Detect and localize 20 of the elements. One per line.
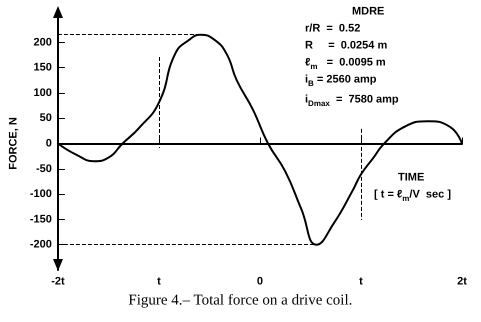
y-tick-label: -50 bbox=[36, 162, 52, 175]
y-tick-label: -150 bbox=[30, 213, 52, 226]
y-tick-label: 100 bbox=[34, 86, 52, 99]
x-tick-label: 2t bbox=[457, 276, 468, 288]
x-tick-label: t bbox=[157, 276, 162, 288]
text: Figure 4.– Total force on a drive coil. bbox=[128, 292, 352, 308]
x-tick-label: t bbox=[359, 276, 364, 288]
y-tick-label: 50 bbox=[40, 112, 52, 124]
x-tick-label: -2t bbox=[51, 276, 65, 288]
y-tick-label: 200 bbox=[34, 36, 52, 48]
y-tick-label: -200 bbox=[30, 238, 52, 251]
y-tick-label: -100 bbox=[30, 188, 52, 200]
annotation: r/R = 0.52 bbox=[305, 22, 360, 34]
x-axis-title: TIME bbox=[398, 172, 424, 184]
y-tick-label: 150 bbox=[34, 62, 52, 74]
y-tick-label: 0 bbox=[46, 138, 52, 150]
annotation: R = 0.0254 m bbox=[305, 40, 388, 52]
annotation: MDRE bbox=[352, 6, 384, 18]
y-axis-title: FORCE, N bbox=[8, 117, 20, 170]
x-tick-label: 0 bbox=[256, 276, 264, 288]
